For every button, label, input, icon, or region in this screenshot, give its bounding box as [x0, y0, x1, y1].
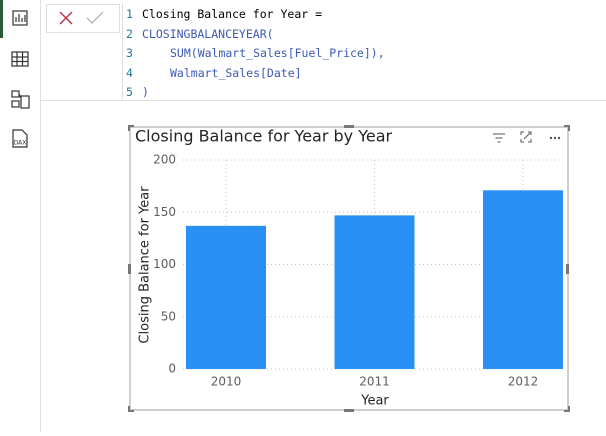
dax-query-view-icon[interactable]: DAX [12, 129, 28, 148]
table-view-icon[interactable] [11, 51, 29, 67]
code-line: ) [142, 85, 149, 99]
formula-buttons [46, 4, 120, 33]
x-axis-label: Year [360, 394, 389, 409]
line-number: 2 [126, 26, 133, 41]
line-number: 4 [126, 65, 133, 80]
y-tick-label: 0 [168, 362, 176, 376]
sidebar-icons: DAX [0, 0, 30, 148]
code-line: CLOSINGBALANCEYEAR( [142, 26, 274, 41]
visual-border [129, 126, 569, 411]
y-tick-label: 150 [153, 205, 176, 219]
code-line: Closing Balance for Year = [142, 7, 323, 21]
x-tick-label: 2010 [211, 375, 242, 389]
focus-mode-icon[interactable] [520, 131, 532, 143]
y-tick-label: 50 [161, 309, 176, 323]
visual-header-icons [493, 131, 561, 143]
x-tick-label: 2012 [508, 375, 539, 389]
code-line: SUM(Walmart_Sales[Fuel_Price]), [170, 46, 385, 60]
bar [483, 190, 563, 369]
line-number: 3 [126, 46, 133, 60]
x-tick-label: 2011 [359, 375, 390, 389]
svg-text:DAX: DAX [14, 140, 27, 147]
bar [334, 215, 415, 369]
view-sidebar: DAX [0, 0, 41, 432]
code-editor: 1 Closing Balance for Year = 2 CLOSINGBALAN… [122, 3, 606, 99]
bar [186, 225, 266, 369]
y-tick-label: 100 [153, 257, 176, 271]
model-view-icon[interactable] [11, 90, 30, 109]
report-view-icon[interactable] [12, 10, 28, 26]
more-options-icon[interactable] [549, 136, 561, 140]
chart-title: Closing Balance for Year by Year [135, 127, 393, 146]
commit-button[interactable] [86, 11, 104, 25]
active-indicator [0, 0, 3, 38]
filter-icon[interactable] [493, 133, 505, 143]
line-number: 5 [126, 85, 133, 99]
formula-button-icons [59, 11, 104, 25]
code-line: Walmart_Sales[Date] [170, 65, 302, 80]
y-axis-label: Closing Balance for Year [138, 186, 153, 344]
formula-bar: 1 Closing Balance for Year = 2 CLOSINGBALAN… [41, 0, 606, 101]
y-tick-label: 200 [153, 153, 176, 167]
cancel-button[interactable] [59, 11, 73, 25]
resize-handles [128, 125, 570, 412]
line-number: 1 [126, 7, 133, 21]
